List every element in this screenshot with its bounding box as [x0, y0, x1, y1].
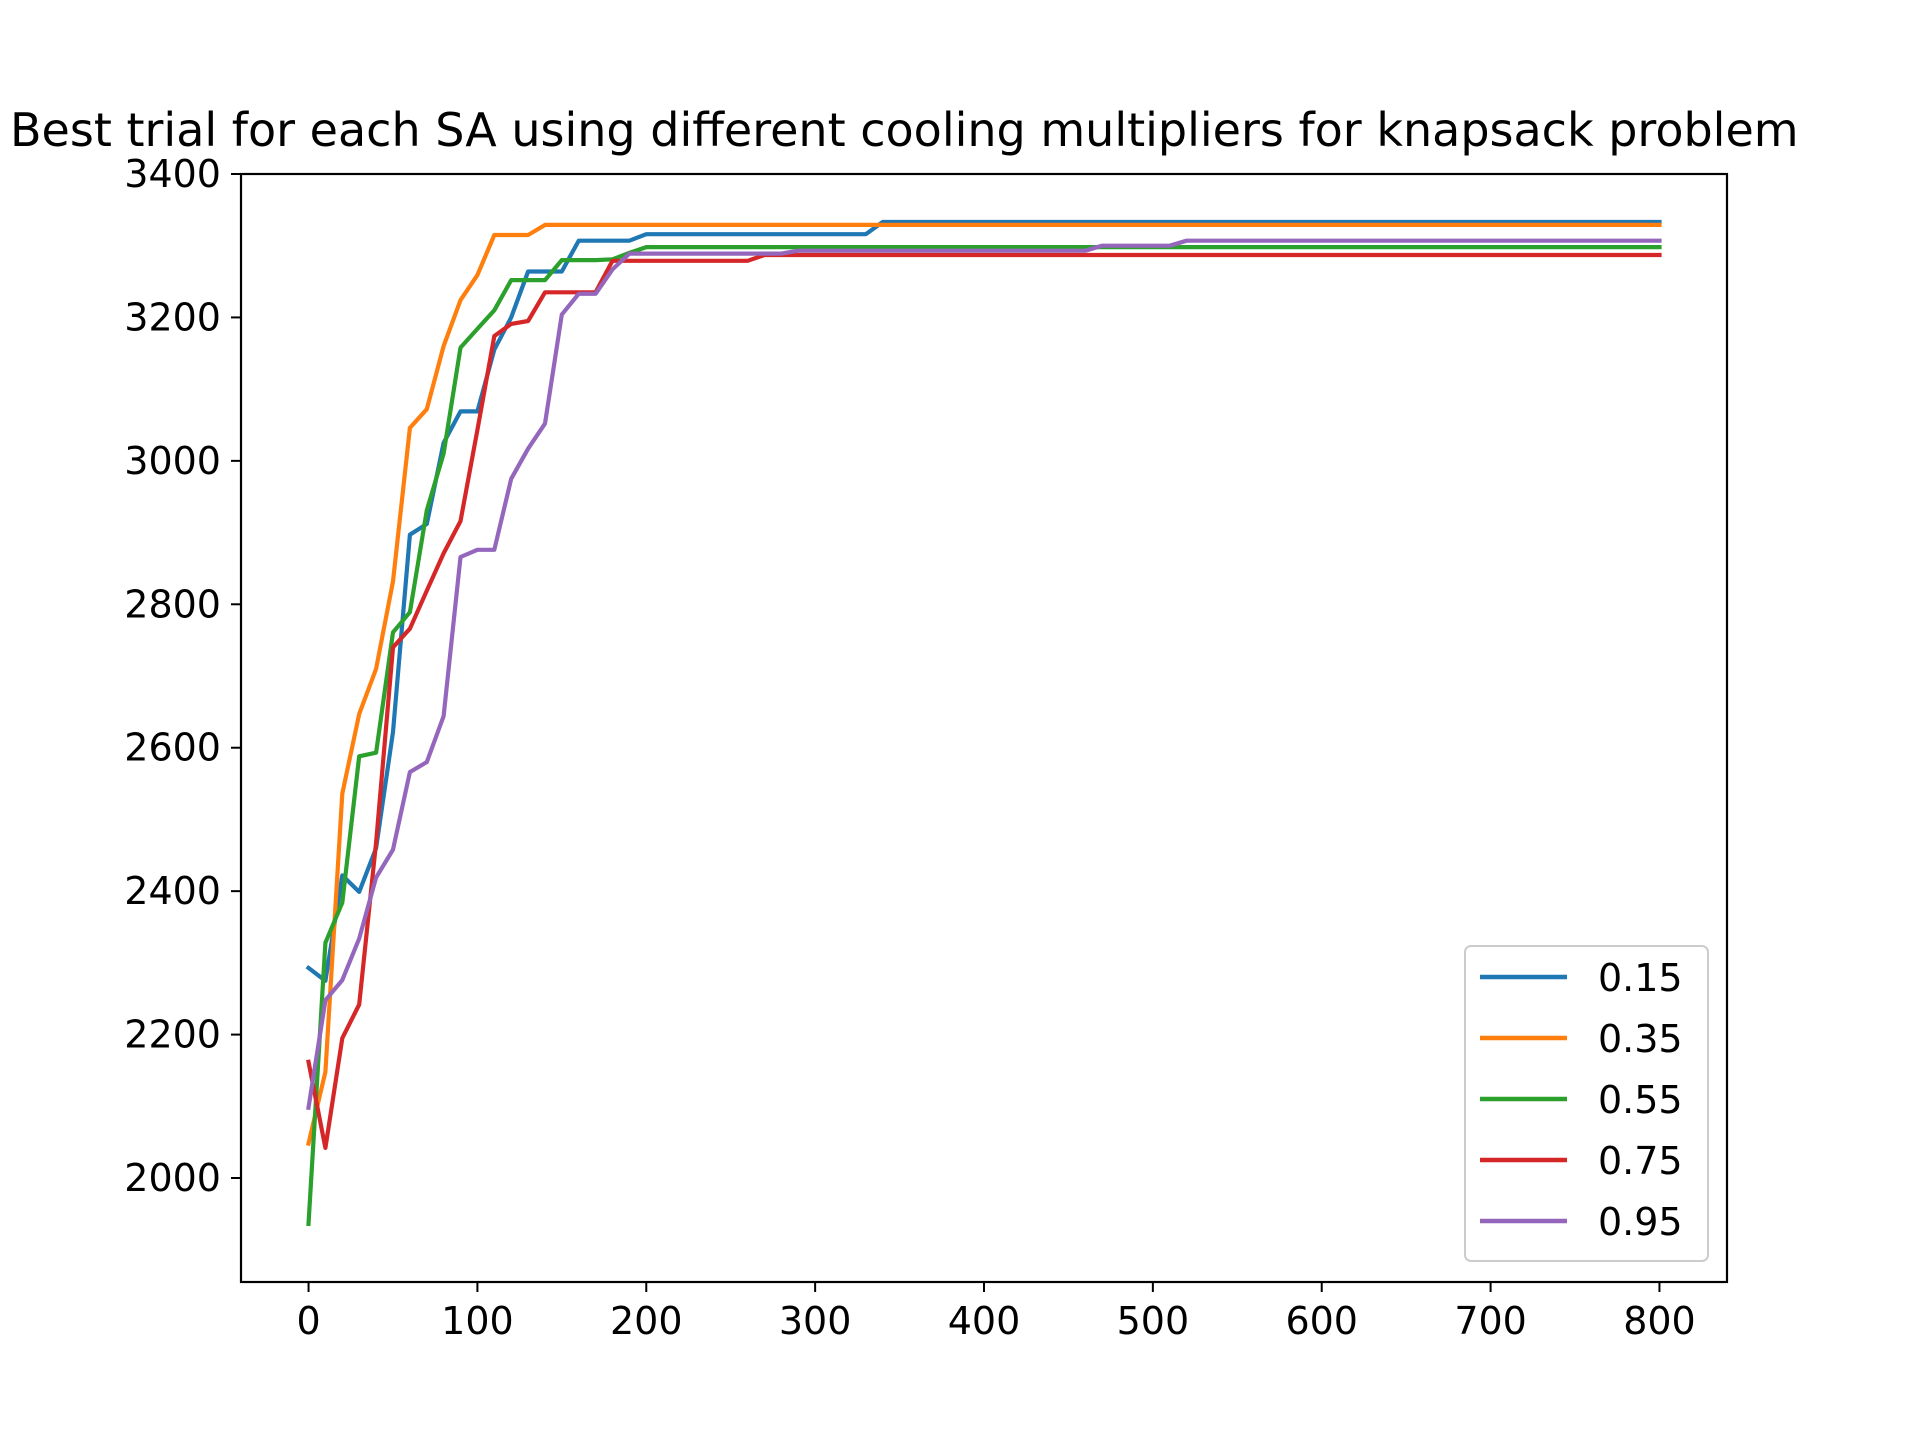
series-line-0-75: [306, 252, 1662, 1151]
series-line-0-95: [306, 238, 1662, 1111]
x-tick-label: 800: [1623, 1299, 1696, 1343]
x-tick-label: 400: [948, 1299, 1021, 1343]
y-axis: 2000 2200 2400 2600 2800 3000 3200 3400: [124, 152, 241, 1200]
series-line-0-35: [305, 222, 1662, 1147]
y-tick-label: 2800: [124, 582, 221, 626]
legend-label: 0.95: [1598, 1200, 1683, 1244]
x-tick-label: 300: [779, 1299, 852, 1343]
y-tick-label: 2000: [124, 1156, 221, 1200]
x-tick-label: 500: [1117, 1299, 1190, 1343]
legend: 0.15 0.35 0.55 0.75 0.95: [1464, 945, 1709, 1262]
series-line-0-15: [305, 219, 1662, 983]
plot-area: [305, 219, 1662, 1227]
y-tick-label: 2400: [124, 869, 221, 913]
series-line-0-55: [306, 245, 1662, 1227]
y-tick-label: 2600: [124, 726, 221, 770]
legend-label: 0.75: [1598, 1139, 1683, 1183]
x-tick-label: 600: [1285, 1299, 1358, 1343]
x-tick-label: 200: [610, 1299, 683, 1343]
y-tick-label: 3000: [124, 439, 221, 483]
y-tick-label: 2200: [124, 1013, 221, 1057]
legend-label: 0.15: [1598, 956, 1683, 1000]
x-tick-label: 0: [296, 1299, 320, 1343]
x-tick-label: 100: [441, 1299, 514, 1343]
legend-label: 0.55: [1598, 1078, 1683, 1122]
x-tick-label: 700: [1454, 1299, 1527, 1343]
y-tick-label: 3200: [124, 295, 221, 339]
chart-title: Best trial for each SA using different c…: [10, 103, 1799, 157]
x-axis: 0 100 200 300 400 500 600 700 800: [296, 1282, 1696, 1343]
legend-label: 0.35: [1598, 1017, 1683, 1061]
legend-box: [1464, 945, 1709, 1262]
y-tick-label: 3400: [124, 152, 221, 196]
